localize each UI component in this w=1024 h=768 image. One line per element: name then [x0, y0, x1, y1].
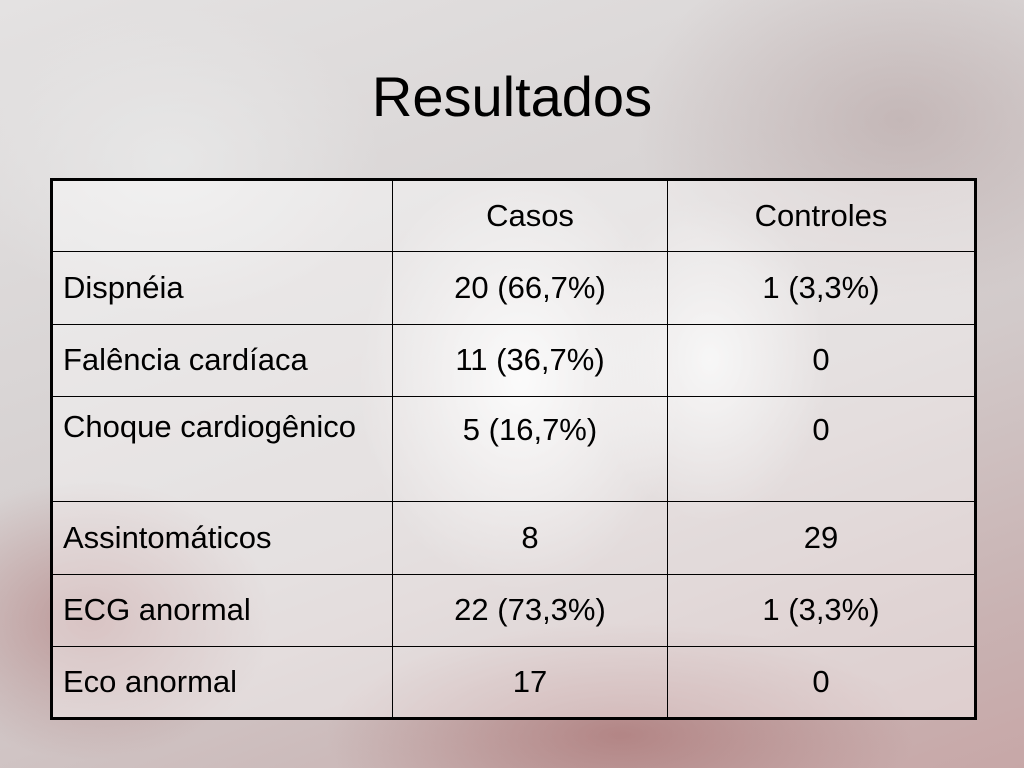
casos-cell: 20 (66,7%)	[392, 251, 668, 325]
row-label: Falência cardíaca	[51, 324, 393, 397]
casos-cell: 8	[392, 501, 668, 575]
casos-cell: 17	[392, 646, 668, 719]
table-header-row: Casos Controles	[51, 179, 976, 252]
controles-cell: 29	[667, 501, 976, 575]
table-row: Assintomáticos 8 29	[51, 501, 976, 575]
controles-cell: 1 (3,3%)	[667, 251, 976, 325]
casos-cell: 22 (73,3%)	[392, 574, 668, 647]
results-table: Casos Controles Dispnéia 20 (66,7%) 1 (3…	[50, 178, 977, 720]
controles-cell: 0	[667, 324, 976, 397]
table-row: Falência cardíaca 11 (36,7%) 0	[51, 324, 976, 397]
row-label: Assintomáticos	[51, 501, 393, 575]
controles-cell: 0	[667, 646, 976, 719]
table-row: Choque cardiogênico 5 (16,7%) 0	[51, 396, 976, 502]
row-label: Choque cardiogênico	[51, 396, 393, 502]
table-row: Dispnéia 20 (66,7%) 1 (3,3%)	[51, 251, 976, 325]
table-row: ECG anormal 22 (73,3%) 1 (3,3%)	[51, 574, 976, 647]
table-row: Eco anormal 17 0	[51, 646, 976, 719]
slide-title: Resultados	[371, 65, 653, 128]
casos-cell: 5 (16,7%)	[392, 396, 668, 502]
row-label: Eco anormal	[51, 646, 393, 719]
column-header-casos: Casos	[392, 179, 668, 252]
column-header-controles: Controles	[667, 179, 976, 252]
controles-cell: 0	[667, 396, 976, 502]
controles-cell: 1 (3,3%)	[667, 574, 976, 647]
corner-cell	[51, 179, 393, 252]
row-label: Dispnéia	[51, 251, 393, 325]
row-label: ECG anormal	[51, 574, 393, 647]
casos-cell: 11 (36,7%)	[392, 324, 668, 397]
